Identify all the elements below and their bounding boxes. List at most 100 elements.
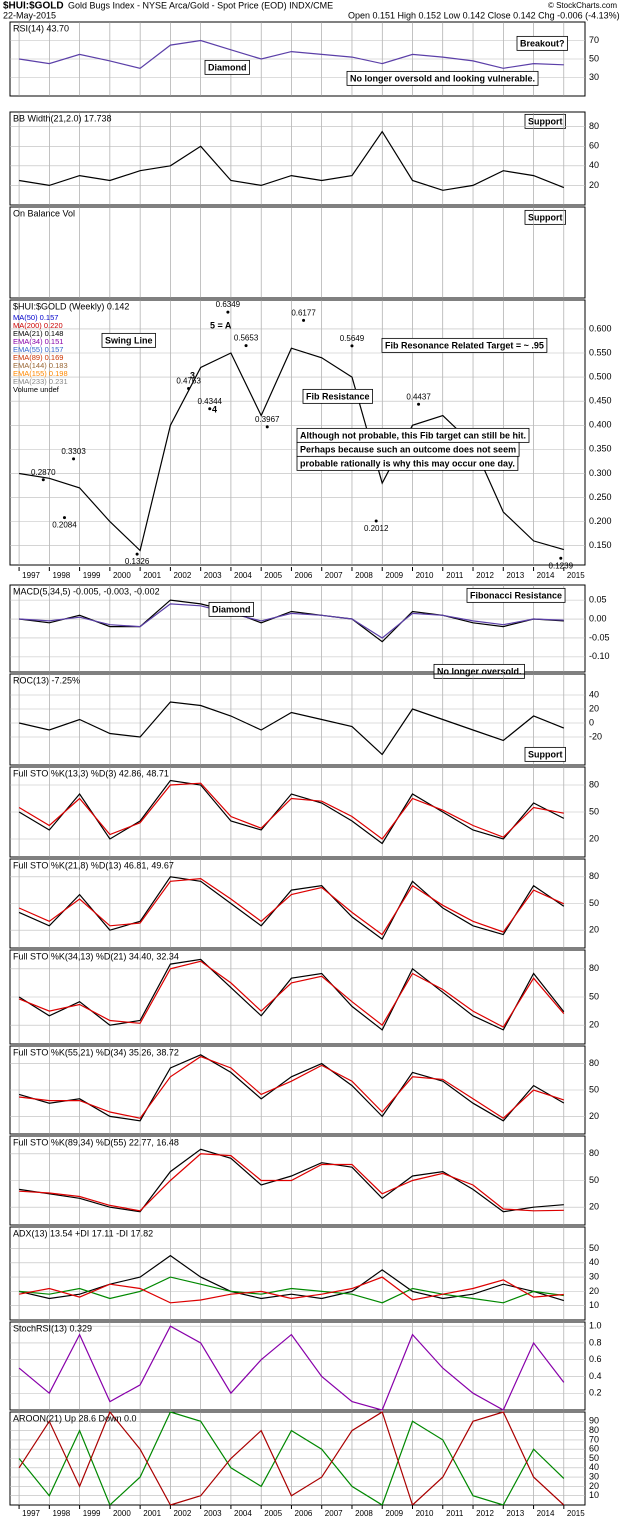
y-tick-label: 0.550: [589, 347, 612, 357]
x-tick-label: 2001: [143, 571, 161, 580]
annotation-box: [302, 388, 373, 404]
series-line: [18, 960, 565, 1028]
y-tick-label: 50: [589, 991, 599, 1001]
peak-label: 0.5649: [340, 334, 365, 343]
annotation-box: [346, 70, 539, 86]
x-tick-label: 2003: [204, 1509, 222, 1518]
y-tick-label: 70: [589, 35, 599, 45]
y-tick-label: 0.400: [589, 420, 612, 430]
y-tick-label: 0.500: [589, 371, 612, 381]
x-tick-label: 2013: [506, 571, 524, 580]
peak-marker: [265, 425, 269, 429]
legend-entry: EMA(21) 0.148: [13, 329, 63, 338]
peak-marker: [187, 387, 191, 391]
y-tick-label: 60: [589, 141, 599, 151]
series-line: [18, 958, 565, 1031]
y-tick-label: 40: [589, 1257, 599, 1267]
panel-title: On Balance Vol: [13, 208, 75, 218]
peak-label: 0.4344: [198, 397, 223, 406]
annotation-box: [381, 337, 548, 353]
annotation: No longer oversold.: [437, 666, 522, 676]
peak-marker: [208, 407, 212, 411]
panel-title: Full STO %K(13,3) %D(3) 42.86, 48.71: [13, 768, 169, 778]
y-tick-label: 40: [589, 160, 599, 170]
y-tick-label: 30: [589, 1471, 599, 1481]
panel-title: Full STO %K(34,13) %D(21) 34.40, 32.34: [13, 951, 179, 961]
legend-entry: EMA(55) 0.157: [13, 345, 63, 354]
annotation-box: [296, 455, 519, 471]
x-tick-label: 2010: [416, 571, 434, 580]
y-tick-label: 80: [589, 1148, 599, 1158]
date: 22-May-2015: [3, 10, 56, 20]
panel-frame: [9, 1321, 586, 1411]
x-tick-label: 2007: [325, 571, 343, 580]
y-tick-label: 80: [589, 963, 599, 973]
series-line: [18, 782, 564, 840]
panel-title: ROC(13) -7.25%: [13, 675, 80, 685]
y-tick-label: 0.150: [589, 540, 612, 550]
y-tick-label: -20: [589, 731, 602, 741]
x-tick-label: 2015: [567, 1509, 585, 1518]
panel-title: RSI(14) 43.70: [13, 23, 69, 33]
x-tick-label: 2002: [173, 1509, 191, 1518]
x-tick-label: 1998: [52, 1509, 70, 1518]
x-tick-label: 1999: [83, 1509, 101, 1518]
x-tick-label: 2006: [295, 571, 313, 580]
y-tick-label: 20: [589, 1286, 599, 1296]
y-tick-label: 20: [589, 180, 599, 190]
y-tick-label: 0.200: [589, 516, 612, 526]
annotation: Fib Resistance: [306, 391, 370, 401]
peak-label: 0.6177: [291, 308, 316, 317]
panel-title: Full STO %K(21,8) %D(13) 46.81, 49.67: [13, 860, 174, 870]
legend-entry: MA(50) 0.157: [13, 313, 58, 322]
y-tick-label: 60: [589, 1444, 599, 1454]
series-line: [19, 1148, 564, 1213]
annotation: Although not probable, this Fib target c…: [300, 430, 526, 440]
panel-title: BB Width(21,2.0) 17.738: [13, 113, 112, 123]
panel-frame: [9, 584, 586, 673]
credit: © StockCharts.com: [548, 1, 617, 10]
peak-label: 0.4437: [406, 392, 431, 401]
annotation-box: [524, 746, 566, 762]
x-tick-label: 2009: [385, 571, 403, 580]
y-tick-label: 80: [589, 871, 599, 881]
annotation: 5 = A: [210, 320, 232, 330]
y-tick-label: 50: [589, 53, 599, 63]
peak-label: 0.1326: [125, 557, 150, 566]
x-tick-label: 2003: [204, 571, 222, 580]
y-tick-label: -0.05: [589, 632, 610, 642]
annotation-box: [433, 663, 525, 679]
panel-title: Full STO %K(89,34) %D(55) 22.77, 16.48: [13, 1137, 179, 1147]
y-tick-label: 90: [589, 1416, 599, 1426]
y-tick-label: 80: [589, 121, 599, 131]
y-tick-label: 30: [589, 1271, 599, 1281]
x-tick-label: 2013: [506, 1509, 524, 1518]
ohlc: Open 0.151 High 0.152 Low 0.142 Close 0.…: [348, 10, 620, 20]
legend-entry: EMA(89) 0.169: [13, 353, 63, 362]
peak-label: 0.3967: [255, 415, 280, 424]
annotation-box: [524, 209, 566, 225]
series-line: [18, 1276, 564, 1304]
annotation: 4: [212, 404, 217, 414]
series-line: [18, 877, 565, 936]
annotation-box: [466, 587, 566, 603]
y-tick-label: 10: [589, 1300, 599, 1310]
chart-title: $HUI:$GOLD: [3, 1, 64, 12]
panel-frame: [9, 111, 586, 206]
x-tick-label: 1997: [22, 1509, 40, 1518]
peak-marker: [62, 516, 66, 520]
peak-marker: [417, 402, 421, 406]
series-line: [19, 1153, 564, 1212]
legend-entry: EMA(34) 0.151: [13, 337, 63, 346]
annotation: Support: [528, 749, 563, 759]
peak-marker: [302, 318, 306, 322]
y-tick-label: 50: [589, 1084, 599, 1094]
y-tick-label: 1.0: [589, 1321, 602, 1331]
chart-subtitle: Gold Bugs Index - NYSE Arca/Gold - Spot …: [68, 0, 333, 10]
peak-marker: [374, 519, 378, 523]
y-tick-label: 0.2: [589, 1388, 602, 1398]
annotation: Breakout?: [520, 38, 565, 48]
legend-entry: EMA(155) 0.198: [13, 369, 68, 378]
y-tick-label: 80: [589, 779, 599, 789]
peak-marker: [72, 457, 76, 461]
